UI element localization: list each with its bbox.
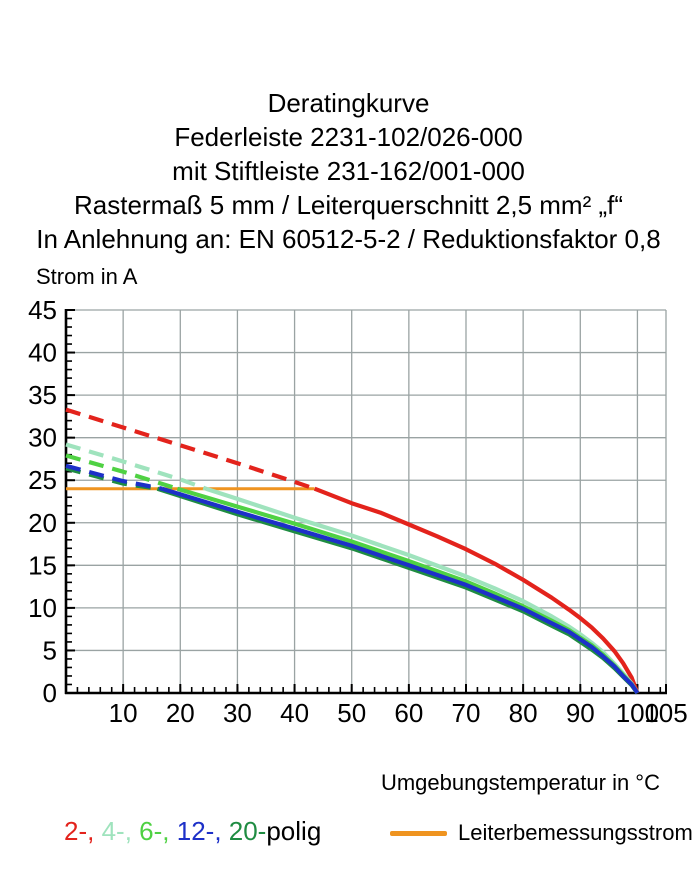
x-tick-label: 90	[566, 698, 595, 728]
legend-item-6polig: 6-,	[139, 816, 177, 846]
x-tick-label: 100	[616, 698, 659, 728]
reference-legend: Leiterbemessungsstrom	[390, 820, 693, 846]
x-tick-label: 20	[166, 698, 195, 728]
pole-count-legend: 2-, 4-, 6-, 12-, 20-polig	[64, 816, 321, 847]
y-tick-label: 20	[28, 508, 57, 538]
reference-line-swatch-icon	[390, 830, 447, 836]
y-tick-label: 15	[28, 550, 57, 580]
legend-suffix: polig	[266, 816, 322, 846]
y-tick-label: 0	[43, 678, 57, 708]
x-tick-label: 80	[509, 698, 538, 728]
curve-6-polig-dashed	[65, 453, 179, 491]
title-line-5: In Anlehnung an: EN 60512-5-2 / Reduktio…	[36, 224, 661, 254]
curve-2-polig-solid	[313, 486, 640, 694]
y-tick-label: 35	[28, 380, 57, 410]
legend-item-20polig: 20-	[228, 816, 267, 846]
x-tick-label: 105	[644, 698, 687, 728]
y-tick-label: 10	[28, 593, 57, 623]
curve-2-polig-dashed	[65, 407, 316, 491]
curve-4-polig-solid	[205, 486, 640, 695]
y-axis-title: Strom in A	[36, 264, 138, 289]
y-tick-label: 30	[28, 423, 57, 453]
legend-item-4polig: 4-,	[101, 816, 140, 846]
legend-item-12polig: 12-,	[176, 816, 229, 846]
y-tick-label: 45	[28, 295, 57, 325]
curve-4-polig-dashed	[65, 442, 207, 491]
y-tick-label: 40	[28, 338, 57, 368]
x-tick-label: 10	[109, 698, 138, 728]
x-tick-label: 60	[394, 698, 423, 728]
x-axis-title: Umgebungstemperatur in °C	[380, 770, 660, 795]
x-tick-label: 70	[452, 698, 481, 728]
x-tick-label: 50	[337, 698, 366, 728]
curve-12-polig-dashed	[65, 463, 163, 491]
x-tick-label: 30	[223, 698, 252, 728]
reference-line-label: Leiterbemessungsstrom	[458, 820, 693, 845]
curve-12-polig-solid	[161, 486, 640, 695]
title-line-2: Federleiste 2231-102/026-000	[174, 122, 523, 152]
x-tick-label: 40	[280, 698, 309, 728]
legend-item-2polig: 2-,	[64, 816, 102, 846]
title-line-1: Deratingkurve	[267, 88, 430, 118]
y-tick-label: 25	[28, 465, 57, 495]
title-line-3: mit Stiftleiste 231-162/001-000	[172, 156, 525, 186]
chart-title-block: Deratingkurve Federleiste 2231-102/026-0…	[0, 86, 697, 256]
title-line-4: Rastermaß 5 mm / Leiterquerschnitt 2,5 m…	[73, 190, 624, 220]
curve-6-polig-solid	[176, 486, 640, 695]
y-tick-label: 5	[43, 635, 57, 665]
